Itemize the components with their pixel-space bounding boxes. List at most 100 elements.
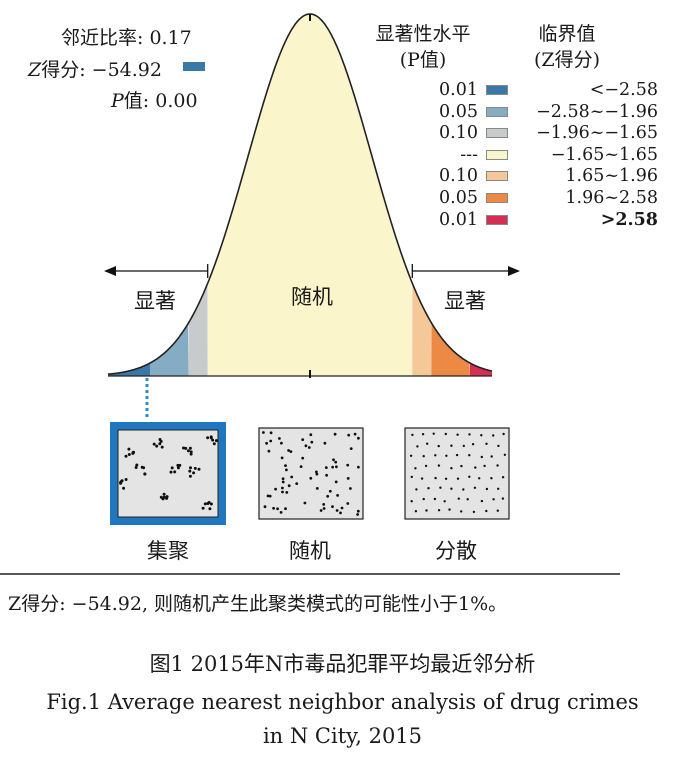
legend-p-value: 0.01 [439,209,478,230]
point [410,475,413,479]
point [496,509,499,512]
point [335,465,338,469]
point [158,442,162,446]
point [411,433,414,437]
region-z-1.65-1.96 [412,283,432,376]
point [192,471,196,475]
legend-p-value: 0.05 [439,101,478,122]
point [276,507,279,511]
point [437,444,440,448]
curve-outline [107,13,493,375]
point [188,469,192,473]
point [304,444,308,448]
point [450,467,453,470]
figure-caption-en-1: Fig.1 Average nearest neighbor analysis … [46,690,639,714]
point [127,453,131,456]
point [263,505,267,509]
point [328,489,332,493]
point [326,494,330,498]
point [410,500,413,503]
normal-curve [104,13,520,420]
point [188,474,192,478]
pattern-boxes [0,422,620,575]
point [284,464,287,467]
point [497,487,500,490]
point [503,453,507,456]
p-symbol: P [111,90,124,112]
point [281,490,284,494]
legend-z-range: >2.58 [600,209,658,230]
point [460,464,463,468]
point [162,492,166,496]
z-score-text: Z得分: −54.92 [28,55,162,82]
point [301,438,305,441]
point [285,491,289,494]
point [346,463,350,467]
legend-z-range: <−2.58 [589,80,658,100]
point [450,444,453,447]
point [169,470,173,474]
region-z-lt-2.58 [108,363,151,376]
point [182,446,185,450]
legend-z-range: 1.65~1.96 [565,166,658,187]
point [315,472,319,476]
point [323,441,327,445]
point [334,480,338,484]
legend-header-critical: 临界值 [538,23,596,45]
z-symbol: Z [28,59,42,81]
point [193,466,197,470]
point [357,436,360,440]
point [267,449,271,453]
region-z-2.58-1.96 [150,323,189,376]
z-score-note: Z得分: −54.92, 则随机产生此聚类模式的可能性小于1%。 [8,593,508,615]
point [474,466,477,469]
point [310,440,314,444]
point [325,473,328,477]
point [485,509,488,513]
dispersed-box [404,427,510,520]
point [434,476,437,480]
point [274,487,277,491]
region-random [207,14,413,376]
point [357,465,360,469]
point [315,470,318,474]
point [279,511,283,514]
point [462,488,465,491]
point [490,455,493,458]
point [189,450,193,454]
point [356,513,359,516]
point [332,458,335,462]
point [409,454,413,457]
point [349,487,352,490]
point [415,488,418,491]
point [281,480,285,484]
clustered-box [117,429,219,518]
point [485,442,488,445]
point [189,452,193,456]
point [134,466,138,469]
point [280,441,283,445]
point [173,470,177,474]
zone-label-left: 显著 [134,289,176,313]
point [501,476,505,479]
point [188,446,192,450]
point [437,509,441,512]
point [501,497,505,500]
point [457,497,460,500]
point [143,472,147,476]
zone-label-center: 随机 [291,285,333,309]
point [416,445,419,448]
point [268,494,272,498]
z-score-value: 得分: −54.92 [41,59,162,81]
point [422,497,425,501]
point [122,486,126,490]
point [301,456,305,460]
nearest-neighbor-ratio: 邻近比率: 0.17 [61,27,192,49]
legend-swatch [486,85,508,95]
point [333,432,337,436]
point [124,454,128,458]
point [473,486,477,489]
point [160,445,164,449]
point [269,431,273,435]
point [290,475,294,479]
